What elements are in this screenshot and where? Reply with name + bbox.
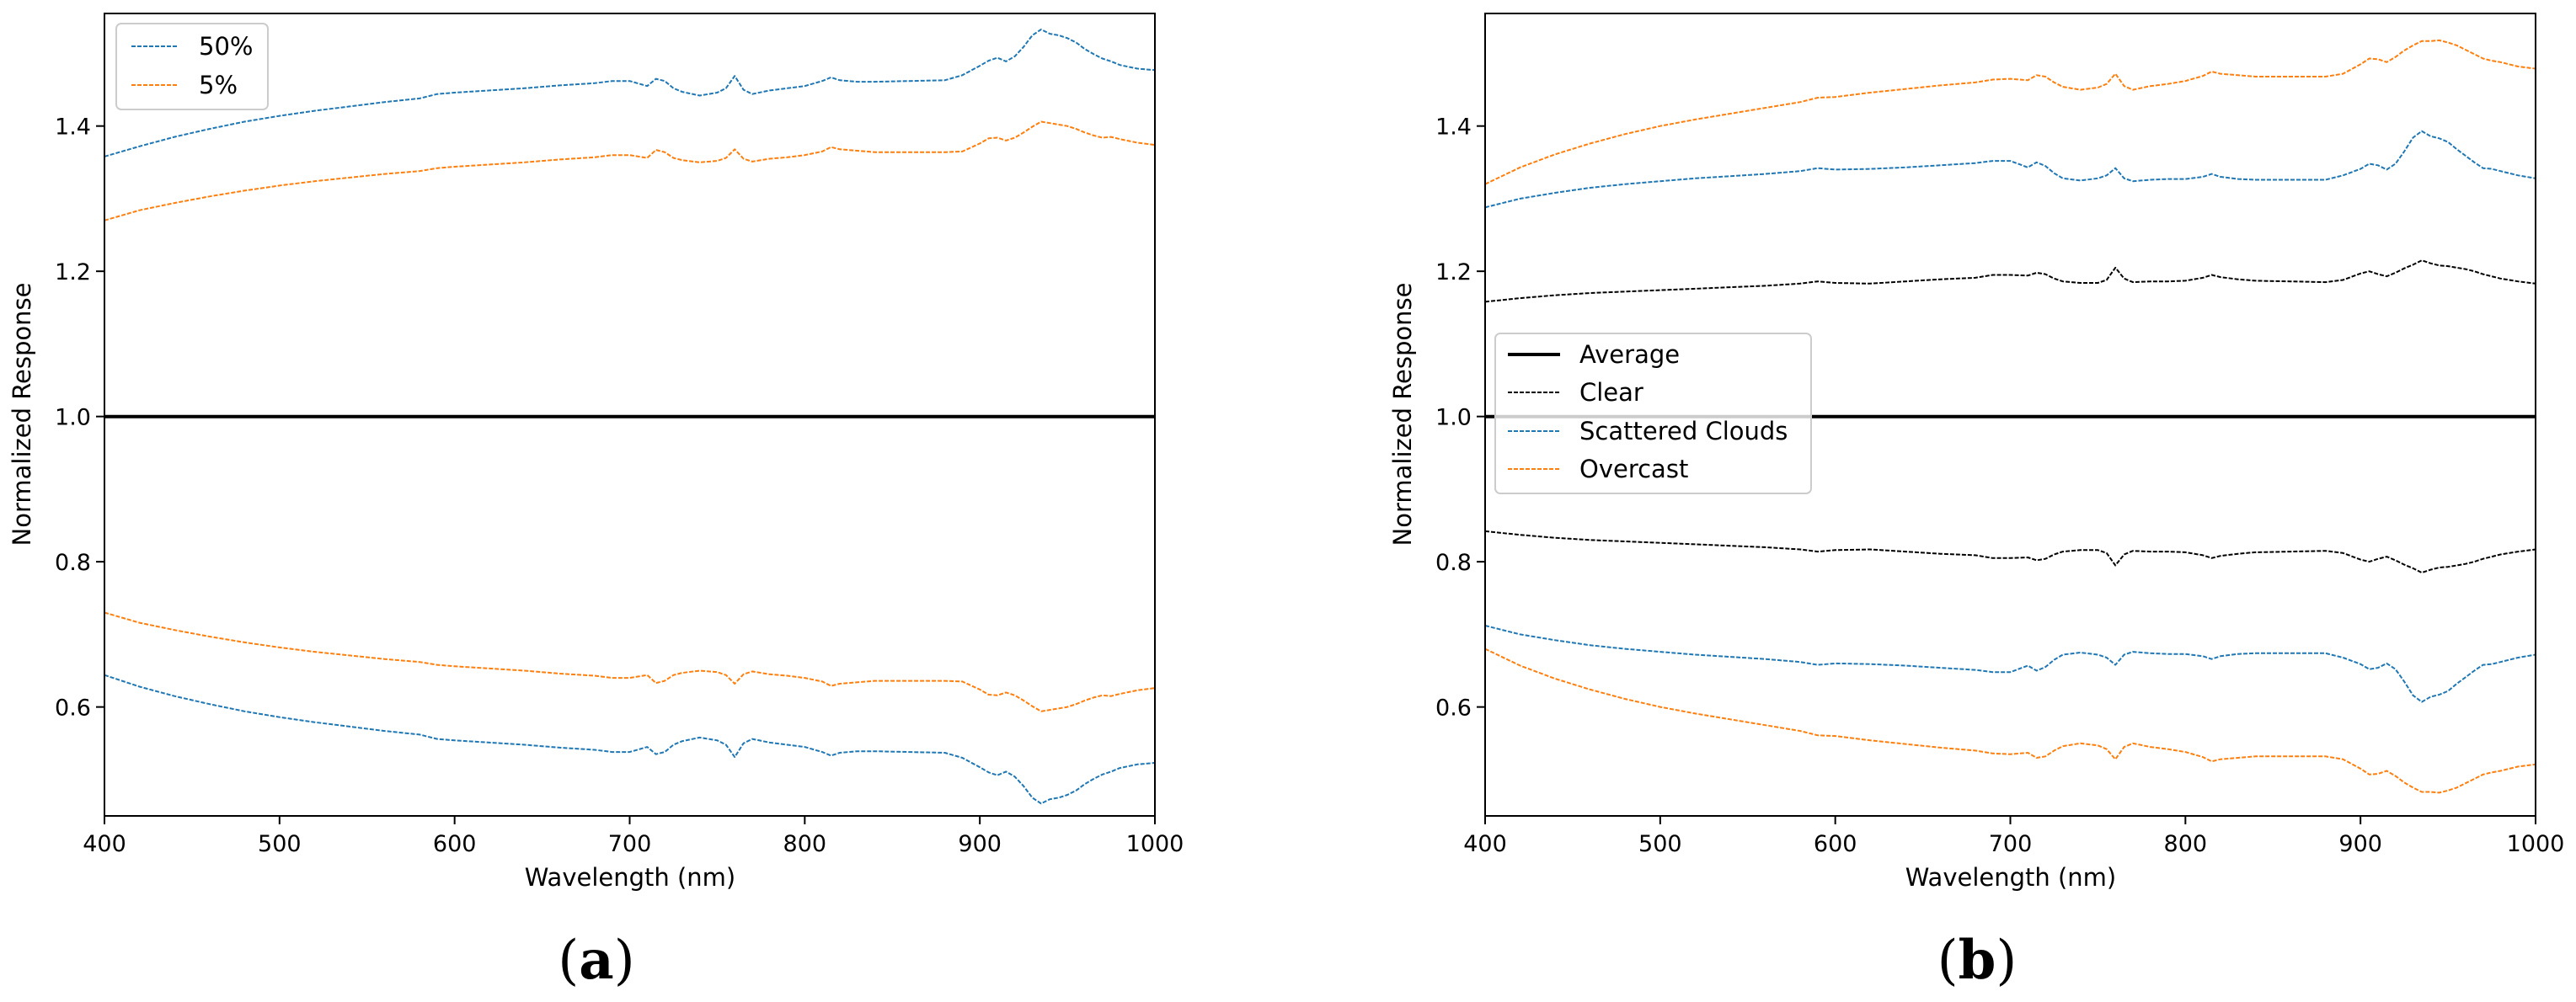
panel-a-legend-label-50: 50% [199, 32, 253, 61]
panel-a-series-layer [104, 29, 1156, 805]
panel-b-series-overcast-line-6 [1484, 648, 2536, 794]
panel-b-legend-label-scattered-clouds: Scattered Clouds [1579, 417, 1788, 445]
panel-b-plot-frame [1484, 13, 2536, 817]
panel-b-label-letter: b [1959, 929, 1996, 992]
panel-b-series-scattered-clouds-line-2 [1484, 130, 2536, 209]
panel-b-y-axis-label: Normalized Response [1388, 283, 1417, 546]
panel-b-x-tick-label-900: 900 [2338, 831, 2382, 857]
panel-b-x-tick-label-700: 700 [1989, 831, 2033, 857]
panel-b-legend: Average Clear Scattered Clouds Overcast [1494, 333, 1812, 494]
panel-b-x-axis-label: Wavelength (nm) [1905, 863, 2117, 892]
panel-a-tick-layer: 400 500 600 700 800 900 1000 0.6 0.8 1.0 1.2 1.4 [55, 115, 1184, 857]
panel-a-y-tick-label-0-6: 0.6 [55, 696, 91, 722]
panel-a-x-tick-label-600: 600 [433, 831, 477, 857]
panel-b-series-clear-line-1 [1484, 259, 2536, 303]
panel-a-x-tick-label-900: 900 [958, 831, 1002, 857]
panel-b-x-tick-label-800: 800 [2164, 831, 2208, 857]
panel-a-plot-frame [104, 13, 1156, 817]
panel-a-legend: 50% 5% [115, 23, 269, 110]
panel-a-series-5pct-line-3 [104, 611, 1156, 712]
panel-b-y-tick-label-1-4: 1.4 [1435, 115, 1472, 141]
panel-a-legend-label-5: 5% [199, 71, 238, 99]
panel-b-y-tick-label-0-8: 0.8 [1435, 550, 1472, 576]
panel-a-x-tick-label-500: 500 [258, 831, 302, 857]
panel-a-label: (a) [558, 929, 634, 992]
panel-a-chart: 400 500 600 700 800 900 1000 0.6 0.8 1.0 1.2 1.4 Wa… [8, 13, 1184, 992]
panel-b-tick-layer: 400 500 600 700 800 900 1000 0.6 0.8 1.0 1.2 1.4 [1435, 115, 2564, 857]
panel-b-y-tick-label-1-2: 1.2 [1435, 259, 1472, 285]
panel-b-x-tick-label-1000: 1000 [2507, 831, 2565, 857]
panel-b-legend-box [1494, 333, 1812, 494]
panel-a-y-tick-label-1-4: 1.4 [55, 115, 91, 141]
panel-b-legend-label-overcast: Overcast [1579, 455, 1688, 483]
panel-a-x-tick-label-800: 800 [783, 831, 827, 857]
panel-b-y-tick-label-1: 1.0 [1435, 405, 1472, 431]
panel-a-series-5pct-line-1 [104, 120, 1156, 221]
panel-a-x-tick-label-1000: 1000 [1126, 831, 1184, 857]
panel-b-x-tick-label-400: 400 [1463, 831, 1507, 857]
panel-b-legend-label-clear: Clear [1579, 378, 1643, 407]
panel-a-y-tick-label-1-2: 1.2 [55, 259, 91, 285]
panel-b-series-clear-line-4 [1484, 530, 2536, 574]
panel-b-x-tick-label-600: 600 [1814, 831, 1857, 857]
panel-a-series-50pct-line-0 [104, 29, 1156, 157]
panel-a-y-axis-label: Normalized Response [8, 283, 36, 546]
panel-b-x-tick-label-500: 500 [1638, 831, 1682, 857]
panel-b-y-tick-label-0-6: 0.6 [1435, 696, 1472, 722]
panel-a-x-tick-label-700: 700 [608, 831, 652, 857]
panel-a-y-tick-label-0-8: 0.8 [55, 550, 91, 576]
panel-a-y-tick-label-1: 1.0 [55, 405, 91, 431]
panel-b-series-overcast-line-3 [1484, 39, 2536, 185]
panel-a-x-tick-label-400: 400 [83, 831, 126, 857]
panel-b-label: (b) [1937, 929, 2018, 992]
panel-a-x-axis-label: Wavelength (nm) [525, 863, 736, 892]
panel-b-chart: 400 500 600 700 800 900 1000 0.6 0.8 1.0 1.2 1.4 Wa… [1388, 13, 2564, 992]
panel-b-legend-label-average: Average [1579, 340, 1680, 369]
panel-a-label-letter: a [579, 929, 613, 992]
panel-b-series-scattered-clouds-line-5 [1484, 625, 2536, 703]
panel-a-series-50pct-line-2 [104, 674, 1156, 805]
panel-a-legend-box [115, 23, 269, 110]
